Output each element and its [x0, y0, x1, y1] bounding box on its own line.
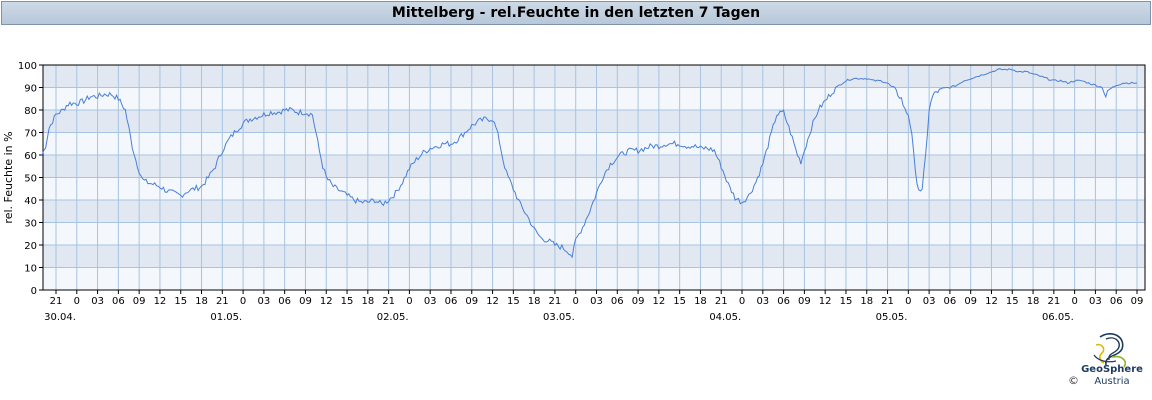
x-tick-label: 18 — [361, 296, 374, 307]
band-60 — [43, 132, 1145, 155]
band-40 — [43, 177, 1145, 200]
x-tick-label: 09 — [632, 296, 645, 307]
y-tick-label: 10 — [24, 264, 37, 275]
x-tick-label: 18 — [694, 296, 707, 307]
x-tick-label: 03 — [1089, 296, 1102, 307]
x-tick-label: 09 — [465, 296, 478, 307]
x-tick-label: 06 — [611, 296, 624, 307]
x-tick-label: 09 — [133, 296, 146, 307]
x-tick-label: 21 — [50, 296, 63, 307]
logo-name: GeoSphere — [1081, 364, 1143, 375]
chart-title: Mittelberg - rel.Feuchte in den letzten … — [1, 1, 1151, 25]
x-tick-label: 03 — [756, 296, 769, 307]
y-tick-label: 20 — [24, 241, 37, 252]
x-tick-label: 21 — [216, 296, 229, 307]
x-ticks: 21 0 03 06 09 12 15 18 21 0 03 06 09 12 15 18 21 0 03 06 09 1… — [50, 290, 1152, 307]
x-tick-label: 0 — [1071, 296, 1077, 307]
x-tick-label: 18 — [860, 296, 873, 307]
copyright-symbol: © — [1068, 374, 1079, 387]
x-tick-label: 0 — [406, 296, 412, 307]
x-tick-label: 12 — [652, 296, 665, 307]
x-tick-label: 09 — [299, 296, 312, 307]
x-tick-label: 15 — [174, 296, 187, 307]
date-label: 30.04. — [44, 312, 76, 323]
x-tick-label: 21 — [549, 296, 562, 307]
x-tick-label: 21 — [382, 296, 395, 307]
x-tick-label: 21 — [715, 296, 728, 307]
y-axis-label: rel. Feuchte in % — [2, 131, 15, 223]
x-tick-label: 12 — [486, 296, 499, 307]
y-tick-label: 50 — [24, 174, 37, 185]
x-tick-label: 03 — [91, 296, 104, 307]
x-tick-label: 15 — [1006, 296, 1019, 307]
y-ticks: 0 10 20 30 40 50 60 70 80 90 100 — [18, 61, 43, 297]
band-0 — [43, 267, 1145, 290]
background-bands — [43, 65, 1145, 290]
band-10 — [43, 245, 1145, 268]
x-tick-label: 0 — [739, 296, 745, 307]
x-tick-label: 03 — [923, 296, 936, 307]
x-tick-label: 12 — [320, 296, 333, 307]
band-50 — [43, 155, 1145, 178]
x-tick-label: 0 — [240, 296, 246, 307]
x-tick-label: 06 — [944, 296, 957, 307]
y-tick-label: 70 — [24, 129, 37, 140]
x-tick-label: 0 — [573, 296, 579, 307]
x-tick-label: 03 — [258, 296, 271, 307]
x-tick-label: 21 — [1047, 296, 1060, 307]
band-20 — [43, 222, 1145, 245]
date-label: 06.05. — [1042, 312, 1074, 323]
x-tick-label: 06 — [112, 296, 125, 307]
x-tick-label: 12 — [154, 296, 167, 307]
date-label: 03.05. — [543, 312, 575, 323]
y-tick-label: 60 — [24, 151, 37, 162]
x-tick-label: 09 — [964, 296, 977, 307]
x-tick-label: 18 — [528, 296, 541, 307]
x-tick-label: 06 — [445, 296, 458, 307]
x-tick-label: 06 — [777, 296, 790, 307]
band-30 — [43, 200, 1145, 223]
horizontal-grid — [43, 64, 1145, 291]
x-tick-label: 03 — [424, 296, 437, 307]
x-tick-label: 0 — [74, 296, 80, 307]
y-tick-label: 40 — [24, 196, 37, 207]
x-tick-label: 18 — [195, 296, 208, 307]
x-tick-label: 06 — [278, 296, 291, 307]
x-tick-label: 15 — [673, 296, 686, 307]
x-tick-label: 15 — [507, 296, 520, 307]
x-tick-label: 12 — [819, 296, 832, 307]
date-label: 02.05. — [377, 312, 409, 323]
x-tick-label: 09 — [798, 296, 811, 307]
date-label: 01.05. — [210, 312, 242, 323]
x-tick-label: 15 — [840, 296, 853, 307]
date-labels: 30.04. 01.05. 02.05. 03.05. 04.05. 05.05. 06.0… — [44, 312, 1074, 323]
x-tick-label: 12 — [985, 296, 998, 307]
x-tick-label: 0 — [905, 296, 911, 307]
x-tick-label: 06 — [1110, 296, 1123, 307]
x-tick-label: 18 — [1027, 296, 1040, 307]
band-90 — [43, 65, 1145, 88]
y-tick-label: 90 — [24, 84, 37, 95]
band-80 — [43, 87, 1145, 110]
band-70 — [43, 110, 1145, 133]
x-tick-label: 15 — [341, 296, 354, 307]
x-tick-label: 21 — [881, 296, 894, 307]
geosphere-logo-icon — [1093, 333, 1127, 368]
x-tick-label: 09 — [1131, 296, 1144, 307]
y-tick-label: 80 — [24, 106, 37, 117]
x-tick-label: 03 — [590, 296, 603, 307]
date-label: 05.05. — [876, 312, 908, 323]
date-label: 04.05. — [709, 312, 741, 323]
y-tick-label: 100 — [18, 61, 37, 72]
series-line — [41, 68, 1138, 259]
y-tick-label: 30 — [24, 219, 37, 230]
y-tick-label: 0 — [31, 286, 37, 297]
logo-subtitle: Austria — [1094, 376, 1130, 387]
